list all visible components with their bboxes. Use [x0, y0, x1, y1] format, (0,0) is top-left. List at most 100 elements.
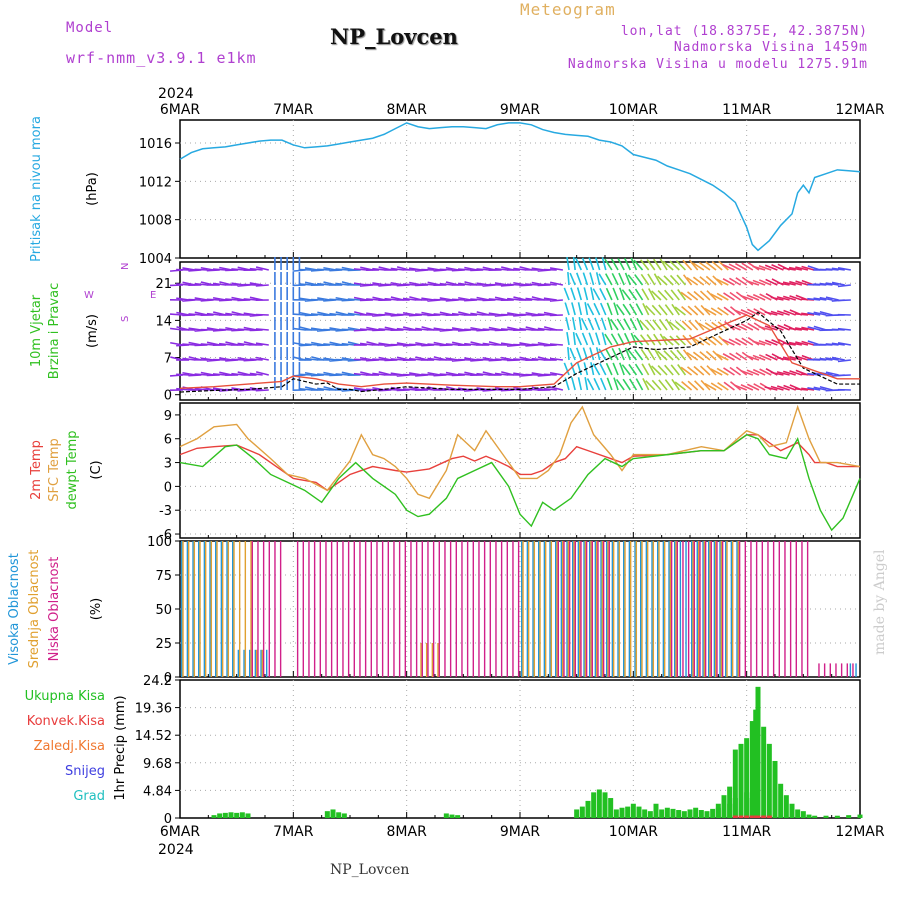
wind-arrow	[537, 327, 551, 331]
wind-arrow	[645, 305, 656, 316]
wind-arrow	[825, 282, 839, 286]
precip-bar-62	[800, 811, 806, 818]
wind-arrow	[795, 327, 809, 331]
ytick-label-1-3: 21	[155, 277, 172, 292]
wind-arrow	[549, 357, 563, 361]
wind-arrow	[782, 342, 796, 346]
wind-arrow	[612, 362, 619, 376]
precip-bar-16	[585, 800, 591, 818]
precip-bar-66	[834, 815, 840, 818]
wind-arrow	[581, 332, 589, 346]
ytick-label-2-3: 3	[164, 457, 172, 472]
wind-arrow	[598, 348, 607, 361]
wind-arrow	[317, 268, 331, 271]
wind-arrow	[716, 367, 729, 376]
wind-arrow	[408, 372, 423, 376]
wind-arrow	[729, 291, 742, 301]
wind-arrow	[588, 332, 595, 346]
wind-arrow	[408, 343, 423, 346]
wind-arrow	[329, 298, 343, 301]
wind-arrow	[335, 268, 349, 271]
ytick-label-3-4: 100	[147, 535, 172, 550]
xlabel-top-1: 7MAR	[273, 102, 314, 118]
wind-arrow	[693, 365, 705, 376]
wind-arrow	[677, 289, 687, 301]
wind-arrow	[765, 353, 778, 361]
wind-arrow	[581, 257, 589, 271]
wind-arrow	[758, 325, 772, 331]
wind-arrow	[621, 289, 631, 301]
wind-arrow	[711, 336, 723, 346]
precip-legend-0: Ukupna Kisa	[25, 689, 105, 704]
wind-arrow	[249, 386, 263, 391]
ytick-label-4-1: 4.84	[143, 784, 172, 799]
wind-arrow	[317, 373, 331, 376]
precip-bar-61	[795, 809, 801, 818]
wind-arrow	[618, 272, 625, 286]
wind-arrow	[729, 366, 742, 376]
wind-arrow	[771, 264, 784, 271]
wind-arrow	[225, 298, 239, 301]
wind-arrow	[671, 303, 680, 316]
model-label: Model	[66, 20, 114, 36]
wind-arrow	[575, 332, 583, 346]
wind-arrow	[670, 364, 680, 376]
wind-arrow	[651, 290, 662, 301]
wind-arrow	[764, 264, 778, 271]
precip-bar-3	[228, 812, 234, 818]
wind-arrow	[647, 363, 656, 376]
wind-arrow	[615, 303, 625, 316]
wind-arrow	[801, 326, 815, 331]
wind-arrow	[659, 258, 668, 271]
wind-arrow	[292, 341, 306, 346]
wind-arrow	[402, 388, 416, 391]
wind-arrow	[329, 327, 343, 331]
wind-arrow	[415, 313, 429, 316]
wind-arrow	[589, 272, 595, 286]
wind-arrow	[633, 334, 644, 346]
wind-arrow	[255, 356, 269, 361]
pressure-title: Pritisak na nivou mora	[29, 116, 44, 262]
wind-arrow	[617, 258, 625, 271]
wind-arrow	[586, 303, 595, 316]
wind-arrow	[728, 338, 741, 346]
wind-arrow	[219, 342, 233, 346]
wind-arrow	[396, 327, 410, 331]
wind-arrow	[634, 363, 644, 376]
precip-bar-11	[443, 813, 449, 818]
wind-arrow	[549, 299, 563, 302]
wind-arrow	[564, 302, 570, 316]
precip-bar-37	[704, 811, 710, 818]
wind-arrow	[717, 321, 729, 331]
year-bottom: 2024	[158, 842, 194, 858]
wind-arrow	[576, 362, 583, 376]
wind-arrow	[801, 340, 815, 346]
wind-arrow	[304, 267, 318, 271]
wind-arrow	[571, 317, 576, 331]
wind-arrow	[777, 324, 790, 331]
precip-bar-13	[455, 815, 461, 818]
precip-legend-2: Zaledj.Kisa	[34, 739, 105, 754]
model-elevation-label: Nadmorska Visina u modelu 1275.91m	[567, 57, 868, 72]
wind-arrow	[656, 350, 668, 361]
wind-arrow	[740, 369, 754, 376]
precip-bar-4	[234, 812, 240, 818]
precip-bar-49	[732, 749, 738, 818]
wind-arrow	[372, 282, 386, 286]
wind-arrow	[433, 327, 447, 331]
wind-arrow	[646, 334, 656, 346]
wind-arrow	[771, 339, 784, 346]
wind-arrow	[310, 313, 324, 316]
wind-arrow	[353, 282, 367, 286]
wind-arrow	[735, 277, 748, 286]
wind-arrow	[590, 287, 595, 301]
precip-bar-0	[211, 815, 217, 818]
wind-arrow	[682, 274, 693, 286]
wind-arrow	[819, 385, 833, 391]
ytick-label-3-2: 50	[155, 603, 172, 618]
wind-arrow	[589, 347, 595, 361]
wind-arrow	[310, 327, 325, 331]
wind-arrow	[776, 356, 790, 361]
wind-arrow	[607, 317, 613, 331]
